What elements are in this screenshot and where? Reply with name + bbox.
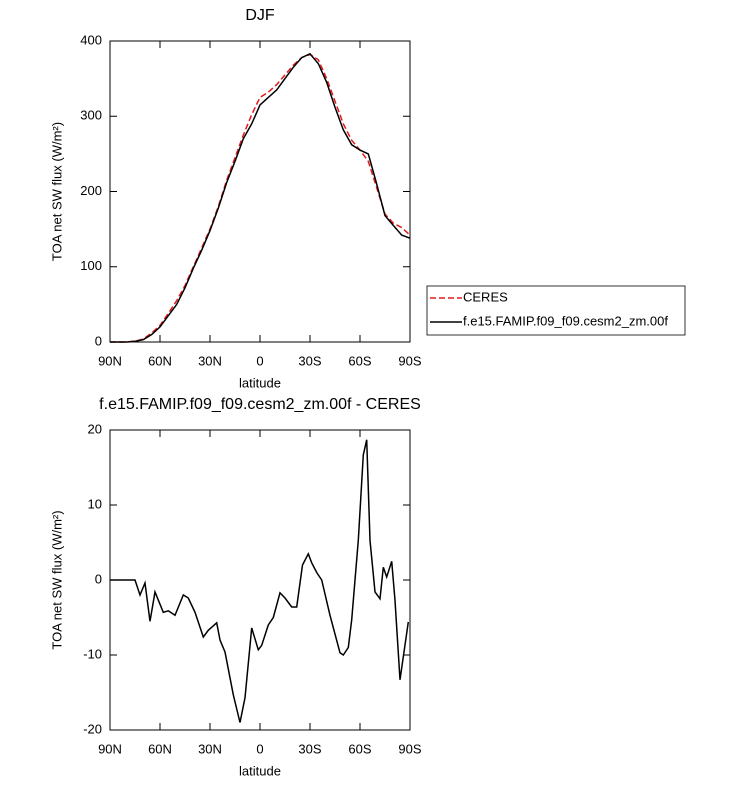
chart-title: f.e15.FAMIP.f09_f09.cesm2_zm.00f - CERES [99, 396, 421, 413]
x-tick-label: 30N [198, 353, 222, 368]
x-tick-label: 60S [348, 353, 371, 368]
y-tick-label: 400 [80, 32, 102, 47]
plot-frame [109, 429, 411, 731]
x-axis-label: latitude [239, 375, 281, 390]
x-tick-label: 60S [348, 741, 371, 756]
x-tick-label: 90N [98, 353, 122, 368]
legend-label: CERES [463, 289, 508, 304]
x-tick-label: 30S [298, 741, 321, 756]
x-tick-label: 60N [148, 353, 172, 368]
x-tick-label: 60N [148, 741, 172, 756]
y-axis-label: TOA net SW flux (W/m²) [49, 510, 64, 649]
y-tick-label: 20 [88, 421, 102, 436]
x-tick-label: 90S [398, 353, 421, 368]
y-tick-label: 0 [95, 333, 102, 348]
data-line [110, 52, 411, 343]
y-axis-label: TOA net SW flux (W/m²) [49, 122, 64, 261]
data-line [110, 439, 410, 723]
y-tick-label: 0 [95, 571, 102, 586]
x-tick-label: 0 [256, 353, 263, 368]
y-tick-label: -10 [83, 646, 102, 661]
y-tick-label: -20 [83, 721, 102, 736]
legend-label: f.e15.FAMIP.f09_f09.cesm2_zm.00f [463, 313, 668, 328]
x-tick-label: 30N [198, 741, 222, 756]
chart-title: DJF [245, 7, 275, 24]
x-axis-label: latitude [239, 763, 281, 778]
x-tick-label: 30S [298, 353, 321, 368]
y-tick-label: 300 [80, 108, 102, 123]
data-line [110, 53, 411, 343]
plot-frame [109, 40, 411, 343]
y-tick-label: 10 [88, 496, 102, 511]
legend-box [426, 285, 686, 336]
x-tick-label: 90S [398, 741, 421, 756]
y-tick-label: 100 [80, 258, 102, 273]
x-tick-label: 0 [256, 741, 263, 756]
x-tick-label: 90N [98, 741, 122, 756]
y-tick-label: 200 [80, 183, 102, 198]
